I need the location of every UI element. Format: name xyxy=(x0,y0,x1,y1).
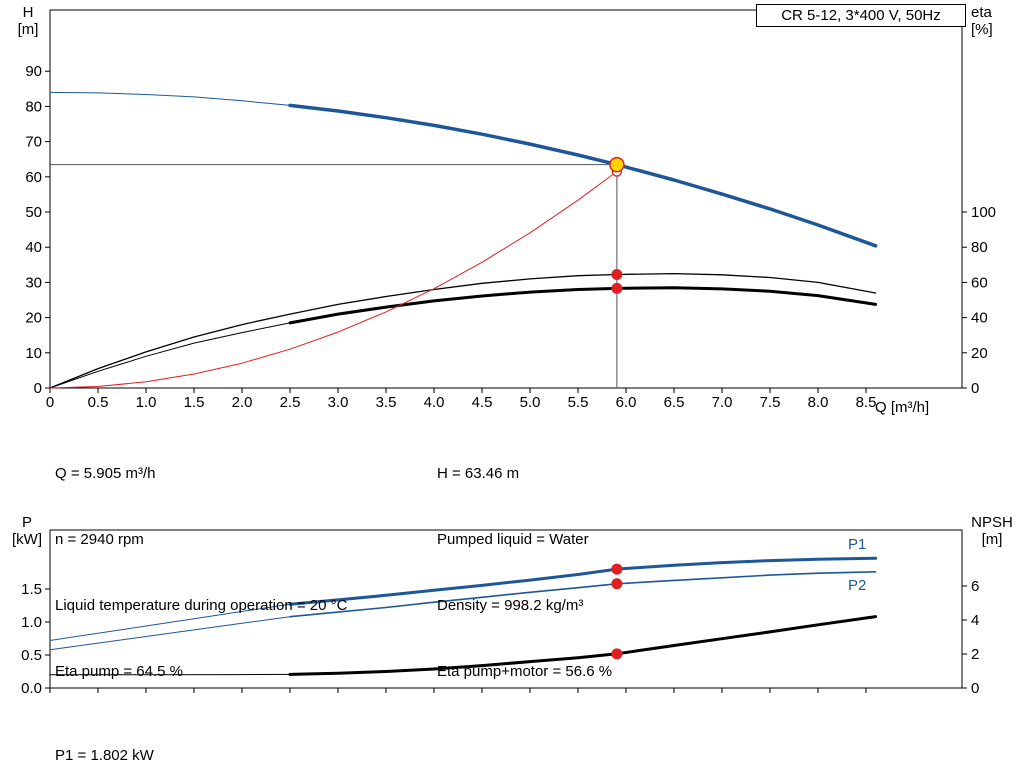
npsh-axis-title: NPSH [m] xyxy=(962,514,1022,548)
power-left-tick-label: 1.5 xyxy=(21,581,42,598)
qh-left-tick-label: 90 xyxy=(25,63,42,80)
annot-density: Density = 998.2 kg/m³ xyxy=(437,597,584,614)
qh-left-tick-label: 70 xyxy=(25,134,42,151)
p1-curve-label: P1 xyxy=(848,536,867,553)
qh-left-tick-label: 20 xyxy=(25,310,42,327)
eta-axis-title-symbol: eta xyxy=(971,4,992,21)
eta-pump-motor-curve xyxy=(288,286,878,325)
qh-x-tick-label: 1.5 xyxy=(184,394,205,411)
power-left-tick-label: 0.0 xyxy=(21,680,42,697)
qh-x-tick-label: 2.0 xyxy=(232,394,253,411)
qh-right-tick-label: 60 xyxy=(971,274,988,291)
power-left-tick-label: 1.0 xyxy=(21,614,42,631)
qh-x-tick-label: 1.0 xyxy=(136,394,157,411)
npsh-point xyxy=(611,648,623,660)
p1-point xyxy=(611,563,623,575)
qh-x-tick-label: 4.0 xyxy=(424,394,445,411)
qh-x-tick-label: 3.5 xyxy=(376,394,397,411)
p2-curve-ext xyxy=(49,616,291,651)
p1-curve-ext xyxy=(49,603,291,641)
qh-x-tick-label: 8.5 xyxy=(856,394,877,411)
p2-curve xyxy=(289,570,877,618)
qh-right-tick-label: 80 xyxy=(971,239,988,256)
p-axis-title-symbol: P xyxy=(21,514,32,531)
qh-right-tick-label: 20 xyxy=(971,345,988,362)
power-annotations: P1 = 1.802 kW P2 = 1.579 kW NPSH = 2.01 … xyxy=(55,701,160,781)
h-axis-title-symbol: H xyxy=(22,4,34,21)
qh-x-tick-label: 2.5 xyxy=(280,394,301,411)
p-axis-title: P [kW] xyxy=(4,514,50,548)
qh-left-tick-label: 10 xyxy=(25,345,42,362)
power-right-tick-label: 6 xyxy=(971,578,979,595)
eta-pump-motor-curve-ext xyxy=(49,322,291,389)
duty-annotations-right: H = 63.46 m Pumped liquid = Water Densit… xyxy=(437,419,612,727)
power-right-tick-label: 2 xyxy=(971,646,979,663)
qh-left-tick-label: 60 xyxy=(25,169,42,186)
q-axis-title: Q [m³/h] xyxy=(875,399,930,416)
p2-point xyxy=(611,578,623,590)
qh-x-tick-label: 4.5 xyxy=(472,394,493,411)
eta-pump-motor-point xyxy=(611,282,623,294)
p1-curve xyxy=(288,556,878,606)
p-axis-title-unit: [kW] xyxy=(12,531,42,548)
annot-h: H = 63.46 m xyxy=(437,465,520,482)
pump-curve-ext xyxy=(49,91,291,106)
pump-curve xyxy=(288,103,878,248)
power-right-tick-label: 0 xyxy=(971,680,979,697)
qh-right-tick-label: 100 xyxy=(971,204,996,221)
h-axis-title-unit: [m] xyxy=(17,21,39,38)
qh-x-tick-label: 7.5 xyxy=(760,394,781,411)
qh-x-tick-label: 6.0 xyxy=(616,394,637,411)
pump-title-box: CR 5-12, 3*400 V, 50Hz xyxy=(756,4,966,27)
annot-eta-pump: Eta pump = 64.5 % xyxy=(55,663,183,680)
npsh-curve xyxy=(288,615,878,676)
qh-x-tick-label: 3.0 xyxy=(328,394,349,411)
annot-eta-pump-motor: Eta pump+motor = 56.6 % xyxy=(437,663,613,680)
qh-x-tick-label: 6.5 xyxy=(664,394,685,411)
qh-left-tick-label: 30 xyxy=(25,274,42,291)
npsh-axis-title-unit: [m] xyxy=(981,531,1003,548)
eta-pump-curve xyxy=(49,272,877,389)
power-plot-frame xyxy=(49,529,963,689)
power-right-tick-label: 4 xyxy=(971,612,979,629)
system-curve xyxy=(49,171,618,389)
eta-pump-point xyxy=(611,268,623,280)
qh-x-tick-label: 7.0 xyxy=(712,394,733,411)
qh-right-tick-label: 0 xyxy=(971,380,979,397)
annot-p1: P1 = 1.802 kW xyxy=(55,747,154,764)
power-left-tick-label: 0.5 xyxy=(21,647,42,664)
annot-pumped-liquid: Pumped liquid = Water xyxy=(437,531,589,548)
qh-x-tick-label: 0.5 xyxy=(88,394,109,411)
annot-speed: n = 2940 rpm xyxy=(55,531,144,548)
qh-left-tick-label: 0 xyxy=(34,380,42,397)
qh-plot-frame xyxy=(49,9,963,389)
qh-left-tick-label: 40 xyxy=(25,239,42,256)
qh-right-tick-label: 40 xyxy=(971,310,988,327)
annot-q: Q = 5.905 m³/h xyxy=(55,465,156,482)
duty-annotations-left: Q = 5.905 m³/h n = 2940 rpm Liquid tempe… xyxy=(55,419,347,727)
h-axis-title: H [m] xyxy=(6,4,50,38)
p2-curve-label: P2 xyxy=(848,577,867,594)
npsh-axis-title-symbol: NPSH xyxy=(971,514,1013,531)
qh-x-tick-label: 5.5 xyxy=(568,394,589,411)
qh-x-tick-label: 0 xyxy=(46,394,54,411)
annot-liquid-temp: Liquid temperature during operation = 20… xyxy=(55,597,348,614)
qh-left-tick-label: 50 xyxy=(25,204,42,221)
qh-x-tick-label: 8.0 xyxy=(808,394,829,411)
qh-left-tick-label: 80 xyxy=(25,98,42,115)
eta-axis-title-unit: [%] xyxy=(971,21,993,38)
eta-axis-title: eta [%] xyxy=(971,4,1019,38)
duty-point[interactable] xyxy=(609,156,625,173)
qh-x-tick-label: 5.0 xyxy=(520,394,541,411)
